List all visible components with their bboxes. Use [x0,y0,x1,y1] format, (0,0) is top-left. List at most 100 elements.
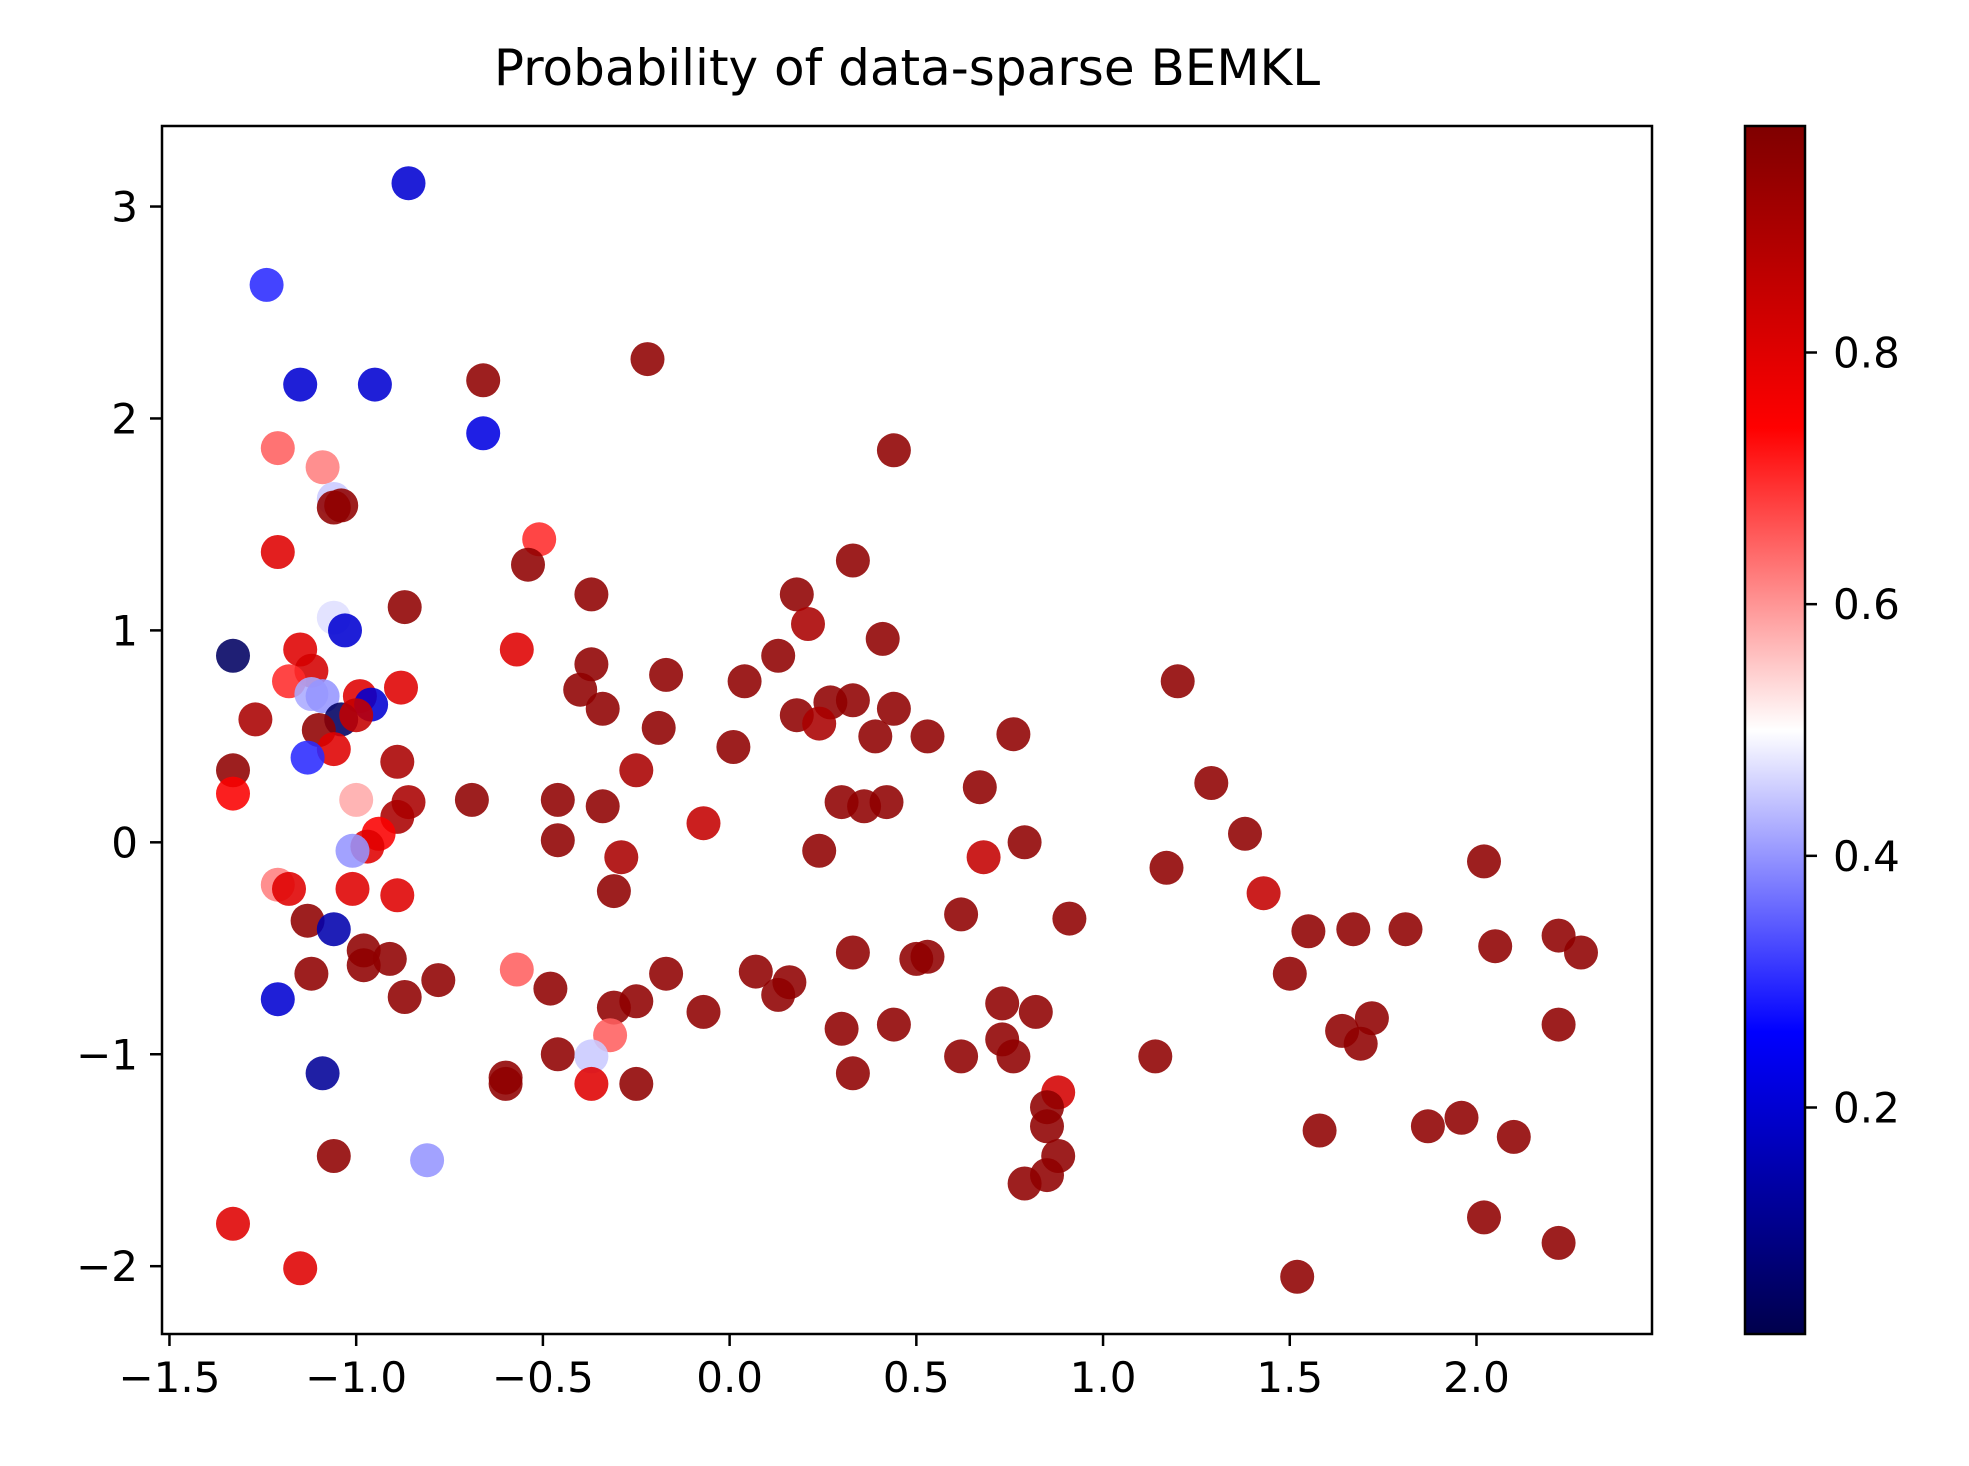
data-point [944,897,979,932]
data-point [216,776,250,811]
data-point [1007,825,1042,860]
data-point [585,789,620,824]
data-point [391,166,426,201]
data-point [649,956,684,991]
data-point [1291,914,1326,949]
colorbar-gradient [1745,126,1805,1334]
y-tick-label: 3 [111,183,138,232]
data-point [387,980,422,1014]
data-point [1030,1109,1064,1144]
data-point [910,719,945,754]
data-point [761,638,796,673]
colorbar-ticks: 0.2 0.4 0.6 0.8 [1805,329,1900,1133]
data-point [216,1206,250,1241]
x-tick-label: 1.5 [1256,1353,1323,1402]
data-point [563,672,598,707]
data-point [540,782,575,817]
data-point [858,719,893,754]
data-point [1007,1166,1042,1201]
data-point [585,691,620,726]
y-tick-label: 0 [111,818,138,867]
data-point [686,806,721,841]
y-tick-label: 2 [111,394,138,443]
data-point [574,577,609,612]
data-point [1564,935,1598,970]
data-point [316,912,351,947]
data-point [791,607,825,641]
data-point [876,691,911,726]
chart-title: Probability of data-sparse BEMKL [494,39,1320,97]
data-point [499,632,534,667]
data-point [380,744,415,779]
data-point [996,717,1031,752]
data-point [305,450,340,485]
data-point [410,1143,445,1178]
data-point [1467,844,1501,879]
data-point [335,871,370,906]
data-point [499,952,534,987]
data-point [339,698,374,733]
data-point [1052,901,1087,936]
data-point [421,963,456,998]
data-point [335,833,370,868]
data-point [238,702,273,737]
data-point [574,1039,609,1074]
data-point [294,956,329,991]
data-point [944,1039,979,1074]
data-point [1354,1001,1389,1036]
data-point [216,753,250,788]
data-point [596,874,631,909]
data-point [641,710,676,745]
data-point [1272,956,1307,991]
data-point [619,1066,654,1101]
data-point [1336,912,1371,947]
data-point [869,785,904,820]
data-point [384,670,418,705]
data-point [346,948,381,983]
data-point [1149,850,1184,885]
data-point [1496,1119,1531,1154]
data-point [305,1056,340,1091]
data-point [260,535,295,569]
colorbar-tick-label: 0.8 [1833,329,1900,378]
y-tick-label: −1 [76,1030,138,1079]
data-point [511,547,545,582]
x-tick-label: 0.0 [696,1353,763,1402]
data-point [630,342,665,377]
data-point [1467,1200,1501,1235]
y-tick-label: −2 [76,1242,138,1291]
x-axis: −1.5 −1.0 −0.5 0.0 0.5 1.0 1.5 2.0 [118,1334,1510,1402]
data-point [574,647,609,682]
x-tick-label: −1.0 [305,1353,407,1402]
data-point [328,613,362,648]
data-point [316,490,351,525]
colorbar: 0.2 0.4 0.6 0.8 [1743,124,1900,1336]
data-point [716,730,751,764]
x-tick-label: 2.0 [1443,1353,1510,1402]
data-point [283,367,318,402]
data-point [1343,1026,1378,1061]
data-point [540,823,575,858]
data-point [522,522,557,557]
data-point [802,833,837,868]
data-point [619,753,654,788]
x-tick-label: −0.5 [492,1353,594,1402]
data-point [962,770,997,805]
data-point [835,935,870,970]
data-point [1302,1113,1337,1148]
plot-frame [160,124,1654,1336]
data-point [996,1039,1031,1074]
y-tick-label: 1 [111,606,138,655]
data-point [1541,1225,1576,1260]
data-point [835,1056,870,1091]
data-point [1194,766,1229,800]
data-point [1160,664,1195,699]
y-axis: −2 −1 0 1 2 3 [76,183,162,1291]
data-point [272,871,306,906]
x-tick-label: −1.5 [118,1353,220,1402]
data-point [260,431,295,466]
data-point [824,1011,859,1046]
data-point [357,367,392,402]
colorbar-tick-label: 0.2 [1833,1084,1900,1133]
data-point [1478,929,1513,964]
